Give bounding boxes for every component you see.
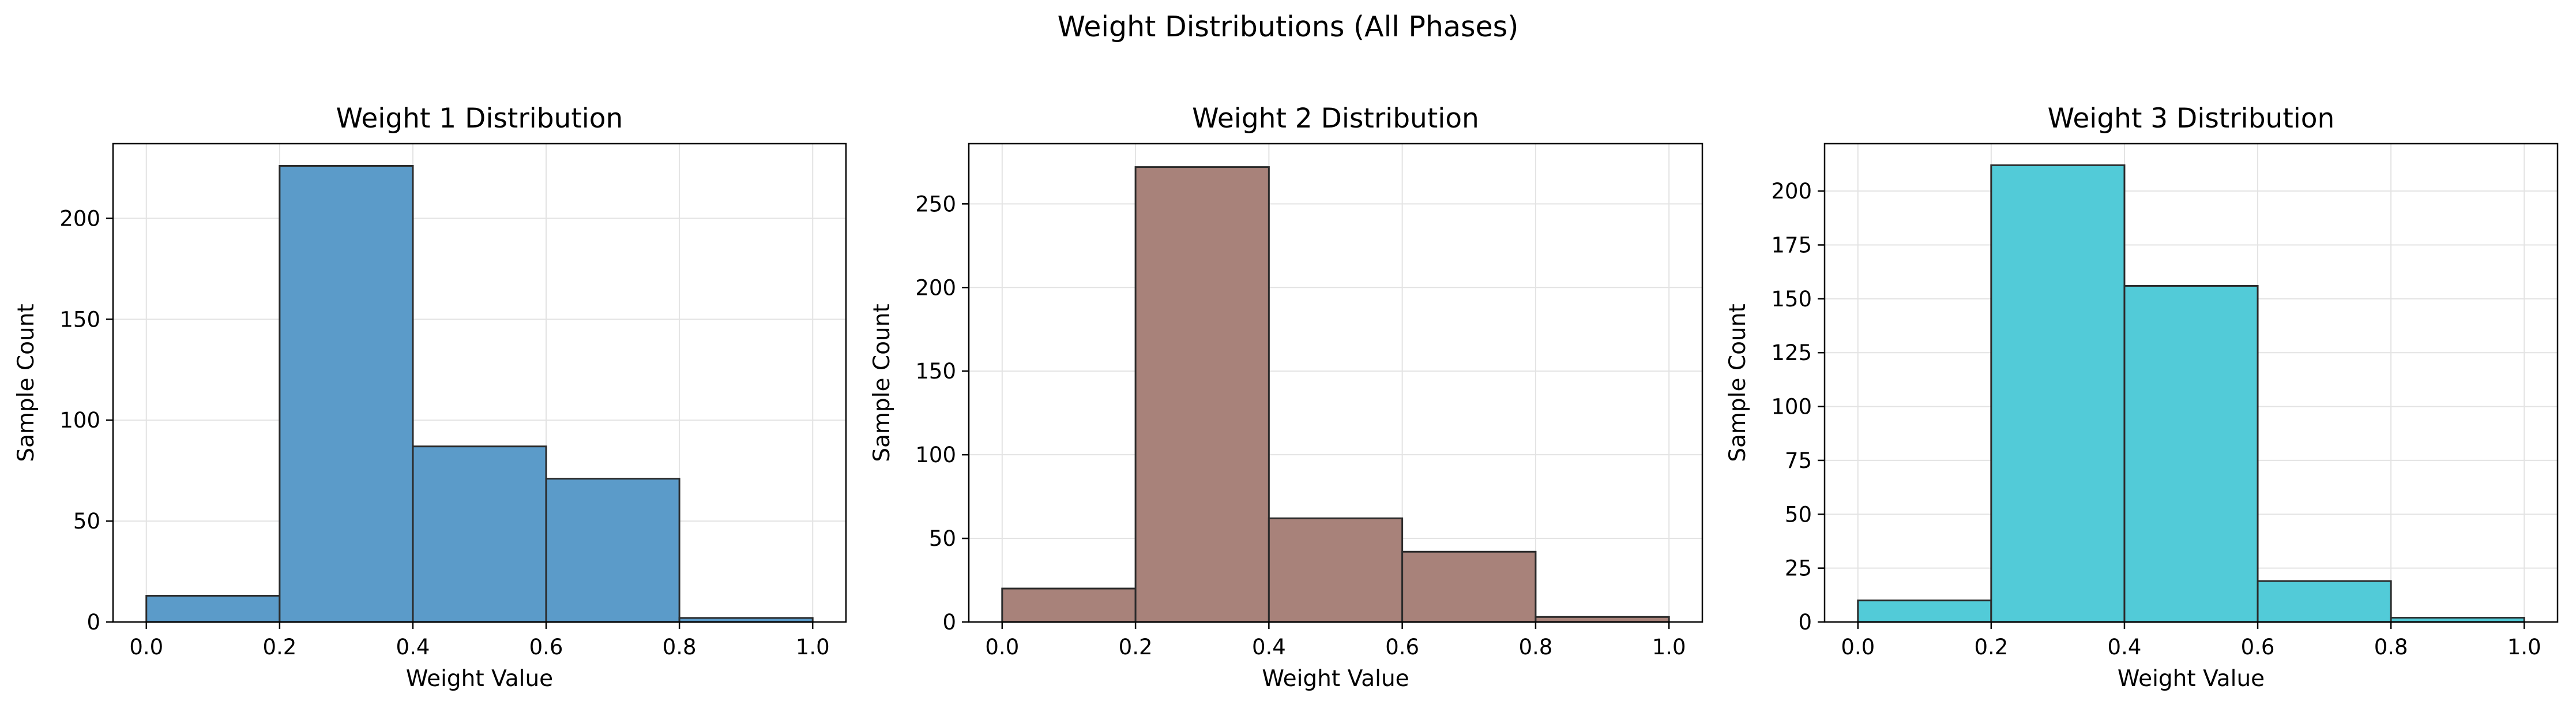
y-tick-label: 200	[1771, 179, 1812, 204]
figure-suptitle: Weight Distributions (All Phases)	[1057, 10, 1519, 43]
y-tick-label: 100	[59, 408, 100, 433]
histogram-bar	[412, 445, 547, 623]
chart-title: Weight 2 Distribution	[1192, 103, 1479, 134]
histogram-bar	[1134, 166, 1270, 623]
chart-title: Weight 1 Distribution	[336, 103, 623, 134]
x-tick-label: 0.8	[2374, 635, 2408, 659]
x-tick-label: 0.2	[1974, 635, 2008, 659]
histogram-bar	[145, 595, 281, 623]
histogram-bar	[1857, 599, 1992, 623]
x-axis-label: Weight Value	[2118, 666, 2265, 692]
chart-panel-3: 0.0 0.2 0.4 0.6 0.8 1.0 0 25 50 75 100 125 150 175 200…	[1725, 103, 2559, 692]
x-tick-label: 0.6	[2241, 635, 2275, 659]
histogram-bar	[279, 164, 414, 623]
chart-panel-2: 0.0 0.2 0.4 0.6 0.8 1.0 0 50 100 150 200 250 Weight …	[869, 103, 1703, 692]
axes-frame	[1823, 143, 2559, 623]
y-tick-label: 150	[59, 307, 100, 332]
y-tick-label: 175	[1771, 233, 1812, 258]
x-tick-label: 0.8	[1518, 635, 1552, 659]
y-tick-label: 0	[87, 610, 100, 635]
chart-panel-1: 0.0 0.2 0.4 0.6 0.8 1.0 0 50 100 150 200 Weight 1 D…	[13, 103, 847, 692]
x-tick-label: 0.0	[129, 635, 163, 659]
x-tick-label: 0.4	[1252, 635, 1286, 659]
histogram-bar	[2123, 284, 2259, 623]
y-tick-label: 100	[1771, 395, 1812, 419]
axes-frame	[968, 143, 1703, 623]
y-axis-label: Sample Count	[1725, 303, 1751, 462]
x-tick-label: 0.6	[529, 635, 563, 659]
histogram-bar	[545, 478, 680, 623]
histogram-bar	[2257, 580, 2392, 623]
y-tick-label: 25	[1785, 556, 1812, 581]
y-axis-label: Sample Count	[869, 303, 895, 462]
histogram-bar	[1990, 164, 2126, 623]
histogram-bar	[1401, 550, 1537, 623]
y-axis-label: Sample Count	[13, 303, 39, 462]
y-tick-label: 100	[915, 443, 956, 467]
chart-title: Weight 3 Distribution	[2048, 103, 2335, 134]
axes-frame	[112, 143, 847, 623]
x-axis-label: Weight Value	[406, 666, 553, 692]
x-tick-label: 0.8	[663, 635, 697, 659]
y-tick-label: 200	[59, 206, 100, 231]
histogram-bar	[1268, 517, 1404, 623]
x-tick-label: 0.2	[1119, 635, 1153, 659]
y-tick-label: 50	[73, 509, 100, 534]
x-tick-label: 0.4	[396, 635, 430, 659]
y-tick-label: 50	[929, 526, 956, 551]
y-tick-label: 0	[1798, 610, 1812, 635]
x-tick-label: 0.2	[262, 635, 296, 659]
y-tick-label: 75	[1785, 448, 1812, 473]
x-tick-label: 0.0	[1841, 635, 1875, 659]
histogram-bar	[1535, 616, 1670, 623]
y-tick-label: 150	[915, 359, 956, 384]
x-axis-label: Weight Value	[1262, 666, 1409, 692]
x-tick-label: 1.0	[1652, 635, 1686, 659]
histogram-bar	[1001, 587, 1137, 623]
y-tick-label: 200	[915, 275, 956, 300]
x-tick-label: 1.0	[2507, 635, 2541, 659]
y-tick-label: 150	[1771, 287, 1812, 312]
x-tick-label: 0.4	[2108, 635, 2142, 659]
x-tick-label: 0.0	[985, 635, 1019, 659]
y-tick-label: 50	[1785, 502, 1812, 527]
y-tick-label: 250	[915, 192, 956, 216]
x-tick-label: 1.0	[796, 635, 830, 659]
x-tick-label: 0.6	[1385, 635, 1419, 659]
y-tick-label: 125	[1771, 340, 1812, 365]
y-tick-label: 0	[942, 610, 956, 635]
